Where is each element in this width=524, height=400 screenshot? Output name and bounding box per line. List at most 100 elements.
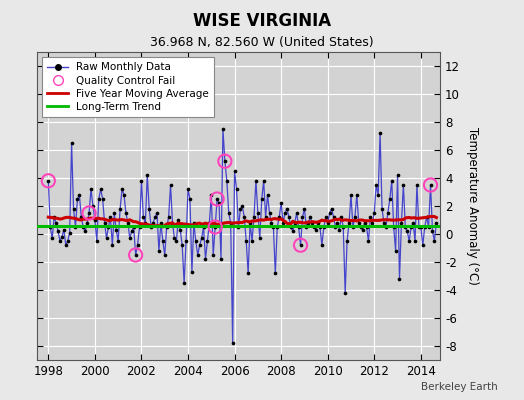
Point bbox=[320, 224, 328, 230]
Point bbox=[231, 168, 239, 174]
Point bbox=[143, 172, 151, 178]
Point bbox=[178, 242, 187, 248]
Point bbox=[101, 220, 109, 226]
Point bbox=[120, 192, 128, 198]
Point bbox=[118, 186, 126, 192]
Point bbox=[298, 214, 307, 220]
Point bbox=[417, 224, 425, 230]
Point bbox=[250, 214, 258, 220]
Point bbox=[347, 192, 355, 198]
Point bbox=[246, 220, 254, 226]
Point bbox=[223, 178, 231, 184]
Point bbox=[353, 192, 361, 198]
Point bbox=[265, 210, 274, 216]
Point bbox=[145, 206, 154, 212]
Point bbox=[388, 178, 396, 184]
Point bbox=[264, 192, 272, 198]
Point bbox=[112, 226, 121, 233]
Point bbox=[422, 214, 431, 220]
Point bbox=[174, 217, 182, 223]
Point bbox=[203, 238, 212, 244]
Point bbox=[56, 238, 64, 244]
Point bbox=[185, 196, 194, 202]
Point bbox=[275, 214, 283, 220]
Point bbox=[281, 210, 289, 216]
Point bbox=[207, 192, 215, 198]
Point bbox=[129, 224, 138, 230]
Legend: Raw Monthly Data, Quality Control Fail, Five Year Moving Average, Long-Term Tren: Raw Monthly Data, Quality Control Fail, … bbox=[42, 57, 214, 117]
Point bbox=[328, 206, 336, 212]
Point bbox=[211, 224, 220, 230]
Point bbox=[323, 220, 332, 226]
Point bbox=[165, 214, 173, 220]
Point bbox=[306, 214, 314, 220]
Point bbox=[63, 238, 72, 244]
Point bbox=[256, 235, 264, 241]
Point bbox=[358, 226, 367, 233]
Point bbox=[188, 269, 196, 275]
Point bbox=[399, 182, 408, 188]
Point bbox=[287, 224, 295, 230]
Point bbox=[77, 214, 85, 220]
Point bbox=[432, 220, 441, 226]
Point bbox=[180, 280, 188, 286]
Point bbox=[209, 252, 217, 258]
Point bbox=[166, 182, 174, 188]
Point bbox=[325, 210, 334, 216]
Point bbox=[397, 220, 406, 226]
Point bbox=[116, 206, 124, 212]
Point bbox=[341, 290, 350, 296]
Point bbox=[168, 220, 177, 226]
Point bbox=[374, 192, 383, 198]
Point bbox=[132, 252, 140, 258]
Point bbox=[83, 220, 91, 226]
Point bbox=[94, 196, 103, 202]
Point bbox=[294, 224, 303, 230]
Point bbox=[384, 210, 392, 216]
Point bbox=[277, 200, 286, 206]
Point bbox=[58, 234, 66, 240]
Point bbox=[213, 196, 221, 202]
Point bbox=[310, 224, 318, 230]
Point bbox=[149, 220, 157, 226]
Point bbox=[127, 228, 136, 234]
Point bbox=[102, 235, 111, 241]
Point bbox=[110, 210, 118, 216]
Point bbox=[409, 220, 417, 226]
Point bbox=[391, 248, 400, 254]
Point bbox=[68, 140, 76, 146]
Point bbox=[141, 220, 149, 226]
Point bbox=[232, 186, 241, 192]
Point bbox=[170, 235, 179, 241]
Point bbox=[108, 242, 116, 248]
Text: Berkeley Earth: Berkeley Earth bbox=[421, 382, 498, 392]
Point bbox=[147, 224, 155, 230]
Point bbox=[430, 238, 439, 244]
Point bbox=[308, 220, 316, 226]
Point bbox=[271, 270, 279, 276]
Point bbox=[269, 224, 278, 230]
Point bbox=[318, 242, 326, 248]
Point bbox=[217, 256, 225, 262]
Point bbox=[267, 220, 276, 226]
Point bbox=[66, 229, 74, 236]
Point bbox=[405, 238, 413, 244]
Point bbox=[132, 252, 140, 258]
Point bbox=[221, 158, 229, 164]
Point bbox=[44, 178, 52, 184]
Point bbox=[155, 248, 163, 254]
Point bbox=[160, 252, 169, 258]
Point bbox=[124, 220, 132, 226]
Point bbox=[242, 238, 250, 244]
Point bbox=[106, 214, 115, 220]
Point bbox=[339, 224, 347, 230]
Point bbox=[403, 228, 411, 234]
Point bbox=[297, 242, 305, 248]
Point bbox=[289, 228, 297, 234]
Point bbox=[364, 238, 373, 244]
Point bbox=[370, 210, 378, 216]
Point bbox=[362, 224, 370, 230]
Point bbox=[421, 224, 429, 230]
Point bbox=[395, 276, 403, 282]
Y-axis label: Temperature Anomaly (°C): Temperature Anomaly (°C) bbox=[466, 127, 479, 285]
